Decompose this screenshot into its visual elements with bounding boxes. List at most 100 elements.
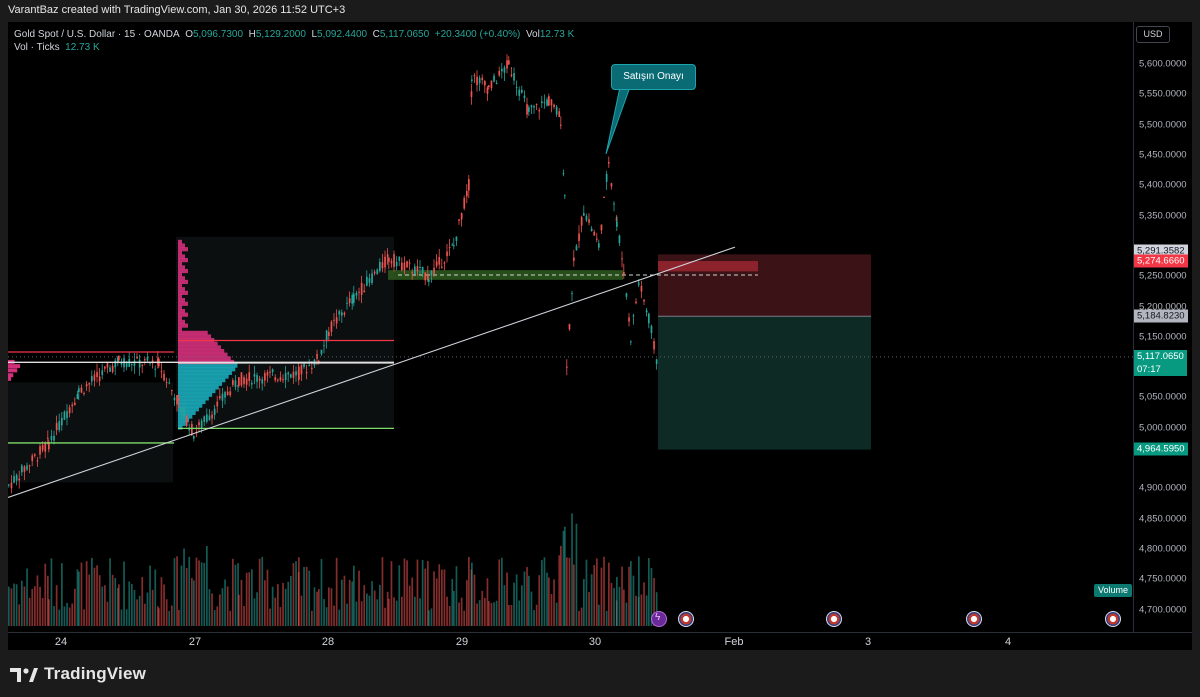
take-profit-zone (658, 316, 871, 450)
volume-bar (593, 565, 596, 626)
candle-body (28, 465, 31, 467)
candle-body (78, 388, 80, 393)
volume-profile-bar (178, 294, 182, 299)
volume-profile-bar (178, 345, 221, 350)
volume-bar (580, 607, 583, 626)
candle-body (558, 111, 561, 118)
time-label: 28 (321, 636, 335, 648)
volume-bar (111, 574, 114, 626)
candle-body (136, 356, 138, 359)
candle-body (271, 369, 274, 373)
us-flag-icon[interactable] (678, 611, 694, 627)
callout-pointer (605, 86, 631, 155)
volume-profile-bar (178, 265, 185, 270)
volume-bar (443, 569, 446, 626)
volume-profile-bar (178, 410, 196, 416)
candle-body (141, 364, 144, 366)
volume-indicator-title[interactable]: Vol · Ticks (14, 42, 60, 53)
volume-bar (645, 595, 648, 626)
candle-body (36, 460, 39, 462)
volume-bar (117, 588, 119, 626)
volume-bar (560, 545, 562, 626)
open-value: 5,096.7300 (192, 29, 244, 40)
currency-button[interactable]: USD (1136, 26, 1170, 43)
volume-bar (640, 594, 643, 626)
volume-bar (386, 591, 389, 626)
volume-bar (141, 576, 144, 626)
candle-body (628, 317, 630, 322)
candle-body (427, 273, 429, 280)
candle-body (424, 272, 427, 281)
candle-body (575, 245, 578, 251)
candle-body (44, 443, 47, 452)
volume-profile-bar (178, 374, 229, 379)
candle-body (117, 357, 119, 364)
us-flag-icon[interactable] (1105, 611, 1121, 627)
volume-profile-bar (178, 425, 183, 430)
candle-body (618, 235, 621, 244)
candle-body (632, 315, 635, 317)
volume-bar (325, 607, 328, 626)
volume-bar (506, 572, 508, 626)
brand-name: TradingView (44, 664, 147, 683)
volume-bar (458, 602, 460, 626)
candle-body (566, 366, 568, 368)
volume-profile-bar (178, 356, 231, 361)
candle-body (76, 394, 79, 400)
volume-bar (266, 569, 269, 626)
volume-profile-bar (178, 298, 185, 303)
volume-bar (521, 585, 523, 626)
candle-body (292, 371, 295, 378)
volume-bar (395, 600, 398, 626)
candle-body (588, 219, 590, 223)
candle-body (573, 257, 575, 261)
change-value: +20.3400 (+0.40%) (434, 29, 521, 40)
volume-profile-bar (178, 239, 182, 245)
candle-body (655, 359, 658, 365)
candle-body (300, 364, 303, 375)
economic-event-icon[interactable]: ϟ (651, 611, 667, 627)
candle-body (308, 364, 311, 366)
last-price-value: 5,117.0650 (1137, 350, 1184, 362)
candle-body (460, 213, 463, 220)
candle-body (441, 266, 443, 268)
candle-body (295, 371, 297, 376)
candle-body (414, 266, 416, 275)
time-label: 27 (188, 636, 202, 648)
price-label-top: 5,291.3582 (1134, 244, 1188, 258)
us-flag-icon[interactable] (966, 611, 982, 627)
chart-legend[interactable]: Gold Spot / U.S. Dollar · 15 · OANDA O5,… (14, 28, 574, 54)
volume-bar (628, 566, 630, 626)
candle-body (645, 310, 648, 313)
price-chart[interactable] (8, 22, 1192, 632)
chart-pane[interactable]: Gold Spot / U.S. Dollar · 15 · OANDA O5,… (8, 22, 1192, 632)
candle-body (266, 372, 269, 376)
volume-bar (232, 558, 234, 626)
annotation-callout[interactable]: Satışın Onayı (611, 64, 696, 90)
volume-bar (157, 606, 159, 626)
volume-bar (18, 604, 21, 626)
symbol-title[interactable]: Gold Spot / U.S. Dollar · 15 · OANDA (14, 29, 180, 40)
volume-profile-bar (178, 243, 185, 248)
volume-bar (8, 586, 10, 626)
volume-bar (448, 605, 451, 626)
volume-bar (523, 571, 526, 626)
volume-bar (588, 592, 590, 626)
time-axis[interactable]: 24 27 28 29 30 Feb 3 4 (8, 632, 1192, 651)
volume-bar (300, 595, 303, 626)
volume-bar (248, 572, 251, 626)
candle-body (26, 465, 28, 470)
candle-body (338, 311, 341, 315)
us-flag-icon[interactable] (826, 611, 842, 627)
volume-bar (610, 582, 613, 626)
candle-body (328, 331, 330, 336)
candle-body (438, 257, 441, 265)
volume-bar (635, 595, 637, 626)
candle-body (358, 291, 360, 293)
candle-body (560, 124, 562, 126)
volume-bar (510, 605, 513, 626)
volume-bar (360, 601, 363, 626)
candle-body (648, 313, 650, 324)
candle-body (178, 398, 180, 401)
tradingview-logo[interactable]: TradingView (10, 664, 146, 684)
